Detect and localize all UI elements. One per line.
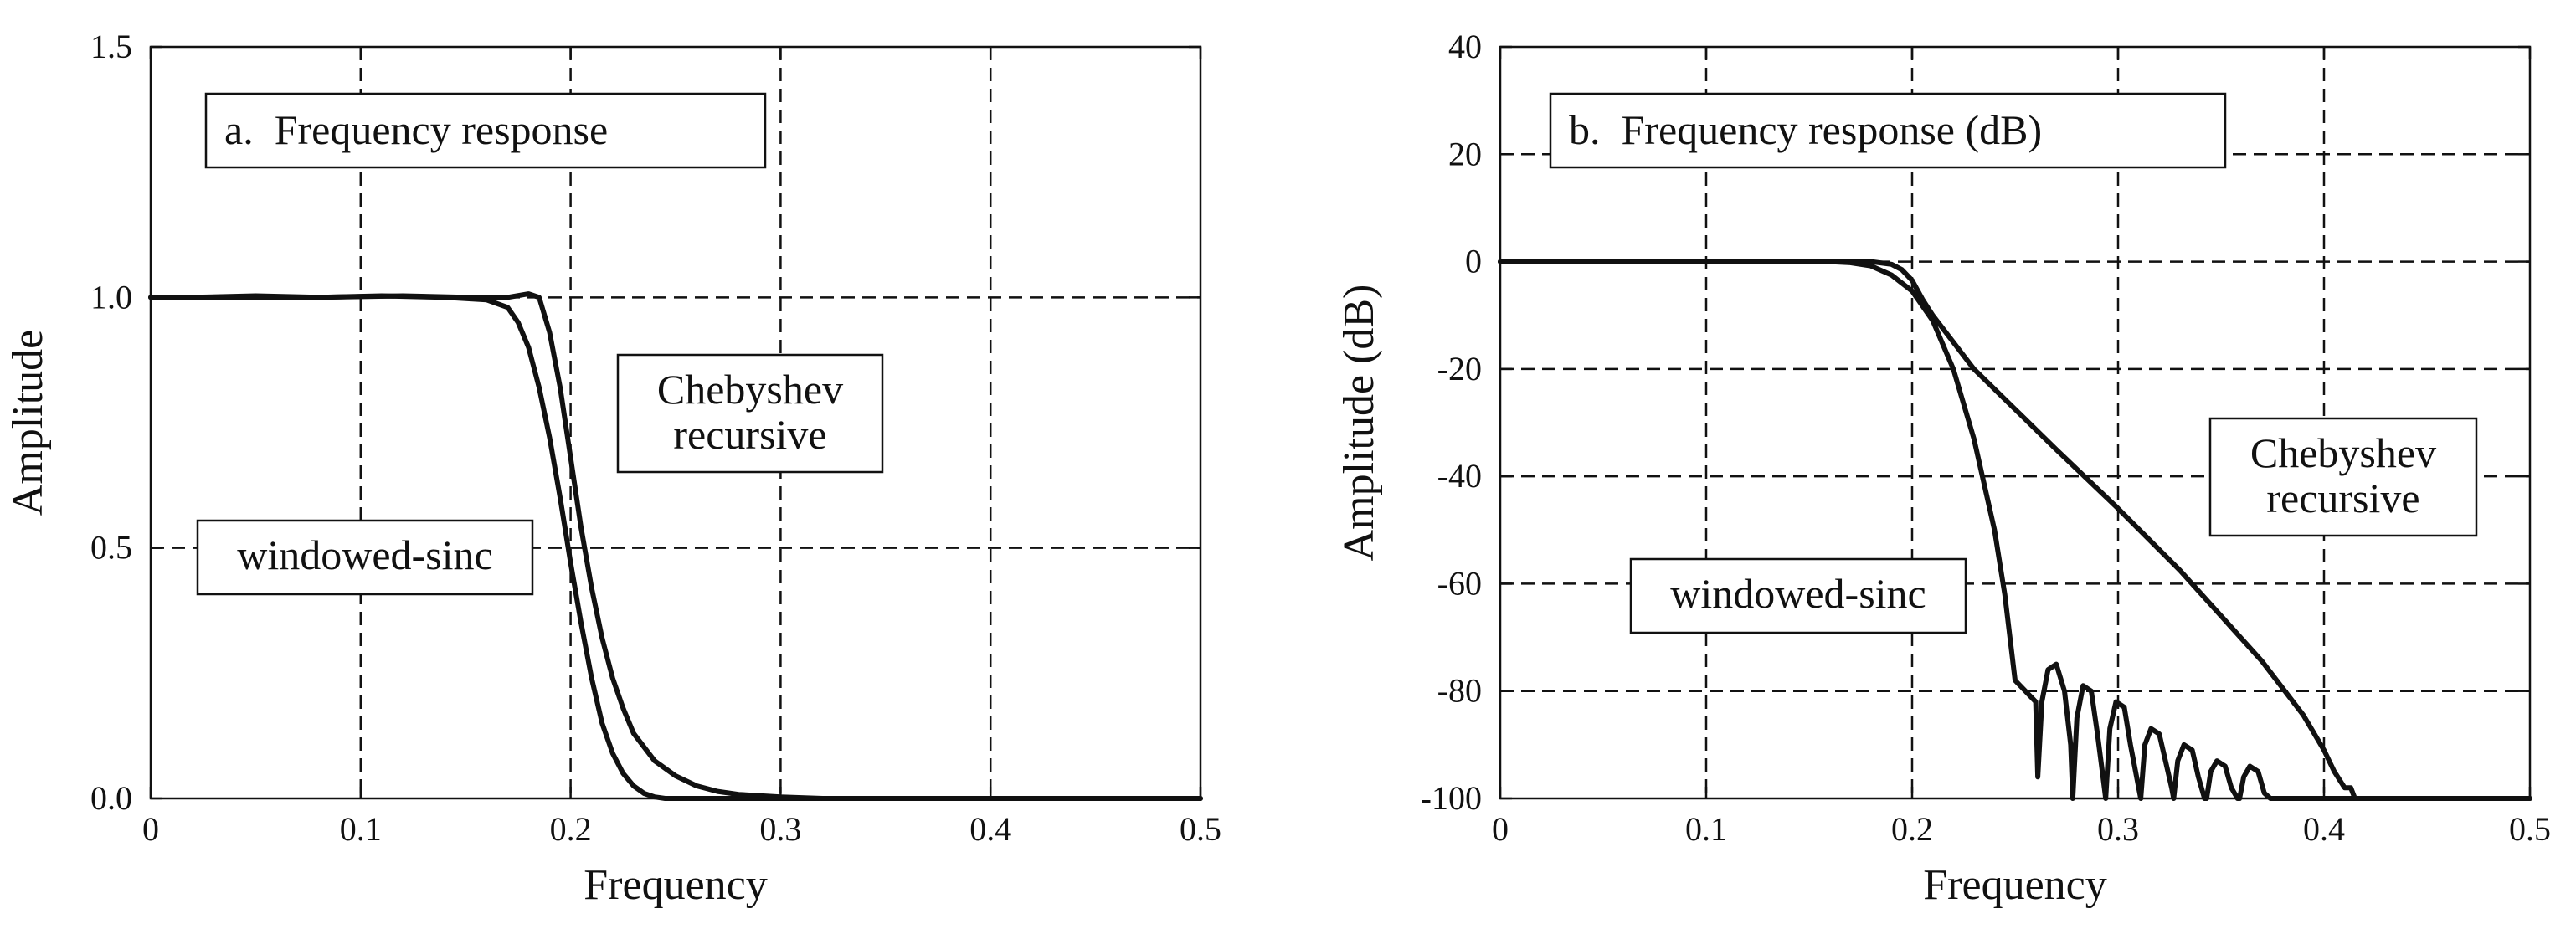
x-axis-title: Frequency <box>584 861 767 909</box>
y-tick-label: 1.5 <box>90 28 132 65</box>
x-tick-label: 0.1 <box>340 810 382 848</box>
y-axis-title: Amplitude (dB) <box>1335 285 1383 562</box>
plot-frame <box>149 45 1202 800</box>
y-tick-label: -80 <box>1437 672 1482 710</box>
x-tick-label: 0.4 <box>969 810 1011 848</box>
series-line-windowed-sinc <box>1498 259 2532 801</box>
chart-title: a. Frequency response <box>224 106 608 153</box>
chart-a-frequency-response: 0 0.1 0.2 0.3 0.4 0.5 0.0 0.5 1.0 1.5 a. Frequency… <box>4 28 1221 909</box>
annotation-label: windowed-sinc <box>1670 570 1926 617</box>
annotation-label: Chebyshev <box>657 366 843 413</box>
annotation-box <box>2208 417 2478 537</box>
y-axis-title: Amplitude <box>4 330 52 516</box>
y-tick-label: -60 <box>1437 564 1482 602</box>
series-line-chebyshev-recursive <box>148 291 1203 801</box>
annotation-label: windowed-sinc <box>237 531 493 578</box>
x-tick-label: 0.5 <box>1180 810 1221 848</box>
annotation-box <box>616 353 884 474</box>
x-tick-label: 0.2 <box>1891 810 1933 848</box>
x-axis-title: Frequency <box>1923 861 2106 909</box>
y-tick-label: 20 <box>1448 135 1482 172</box>
x-tick-label: 0.4 <box>2303 810 2345 848</box>
y-tick-label: 40 <box>1448 28 1482 65</box>
x-tick-label: 0.3 <box>759 810 801 848</box>
y-tick-label: -20 <box>1437 350 1482 387</box>
chart-title-box <box>204 92 767 169</box>
chart-title-box <box>1549 92 2227 169</box>
plot-frame <box>1499 45 2532 800</box>
y-tick-label: 0 <box>1465 243 1482 280</box>
chart-title: b. Frequency response (dB) <box>1569 106 2042 153</box>
x-tick-label: 0.3 <box>2097 810 2139 848</box>
y-tick-label: -40 <box>1437 457 1482 495</box>
y-tick-label: 0.0 <box>90 779 132 817</box>
annotation-label: recursive <box>2266 475 2419 521</box>
x-tick-label: 0.1 <box>1685 810 1727 848</box>
x-tick-label: 0.2 <box>550 810 592 848</box>
series-line-chebyshev-recursive <box>1498 259 2532 801</box>
x-tick-label: 0.5 <box>2509 810 2551 848</box>
annotation-box <box>1629 557 1967 634</box>
annotation-label: Chebyshev <box>2250 429 2436 476</box>
x-tick-label: 0 <box>1492 810 1509 848</box>
y-tick-label: 1.0 <box>90 278 132 316</box>
chart-b-frequency-response-db: 0 0.1 0.2 0.3 0.4 0.5 -100 -80 -60 -40 -20 0 20 40 b. … <box>1335 28 2551 909</box>
y-tick-label: 0.5 <box>90 529 132 567</box>
annotation-box <box>196 519 534 596</box>
annotation-label: recursive <box>673 411 826 458</box>
y-tick-label: -100 <box>1421 779 1482 817</box>
x-tick-label: 0 <box>142 810 159 848</box>
